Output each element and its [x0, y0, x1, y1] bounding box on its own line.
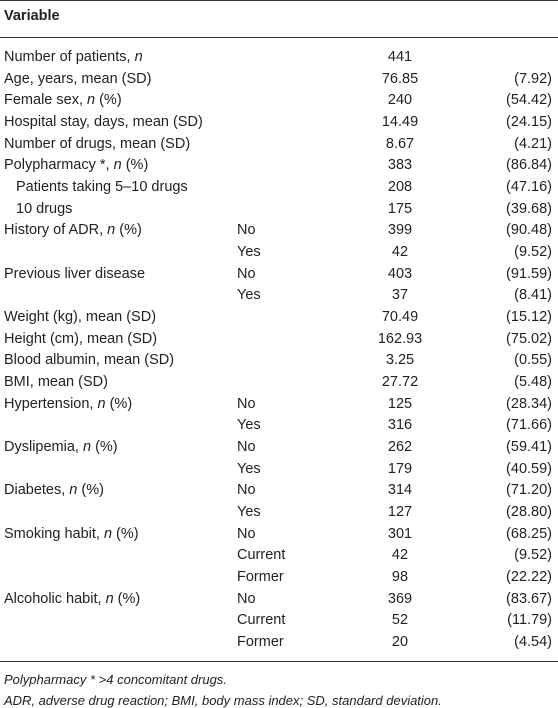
row-percent: (71.66) — [506, 417, 552, 434]
row-percent: (75.02) — [506, 330, 552, 347]
row-percent: (15.12) — [506, 309, 552, 326]
row-value: 179 — [387, 460, 413, 477]
footnote: ADR, adverse drug reaction; BMI, body ma… — [4, 693, 442, 708]
row-label: Hypertension, n (%) — [4, 395, 133, 412]
row-value: 70.49 — [381, 309, 419, 326]
row-sublabel: Former — [237, 569, 284, 586]
row-value: 262 — [387, 439, 413, 456]
row-sublabel: Current — [237, 547, 286, 564]
header-rule — [0, 37, 558, 38]
footnote: Polypharmacy * >4 concomitant drugs. — [4, 672, 227, 687]
row-value: 27.72 — [381, 374, 419, 391]
row-percent: (22.22) — [506, 569, 552, 586]
row-label: Weight (kg), mean (SD) — [4, 309, 157, 326]
row-value: 403 — [387, 265, 413, 282]
row-percent: (11.79) — [507, 612, 552, 629]
row-value: 208 — [387, 179, 413, 196]
row-percent: (86.84) — [506, 157, 552, 174]
row-percent: (47.16) — [506, 179, 552, 196]
row-sublabel: No — [237, 590, 256, 607]
row-percent: (0.55) — [514, 352, 552, 369]
row-value: 42 — [391, 244, 409, 261]
row-percent: (59.41) — [506, 439, 552, 456]
row-value: 8.67 — [385, 135, 415, 152]
row-value: 127 — [387, 504, 413, 521]
row-value: 20 — [391, 634, 409, 651]
row-sublabel: Former — [237, 634, 284, 651]
row-value: 76.85 — [381, 70, 419, 87]
row-sublabel: Yes — [237, 460, 261, 477]
row-label: Diabetes, n (%) — [4, 482, 104, 499]
row-value: 301 — [387, 525, 413, 542]
row-sublabel: Yes — [237, 504, 261, 521]
row-percent: (54.42) — [506, 92, 552, 109]
row-value: 240 — [387, 92, 413, 109]
row-value: 42 — [391, 547, 409, 564]
row-label: History of ADR, n (%) — [4, 222, 142, 239]
row-sublabel: No — [237, 439, 256, 456]
row-sublabel: Yes — [237, 417, 261, 434]
row-percent: (24.15) — [506, 114, 552, 130]
row-value: 369 — [387, 590, 413, 607]
row-label: Age, years, mean (SD) — [4, 70, 152, 87]
row-sublabel: No — [237, 395, 256, 412]
row-value: 3.25 — [385, 352, 415, 369]
row-label: Number of patients, n — [4, 49, 143, 65]
row-value: 98 — [391, 569, 409, 586]
row-percent: (90.48) — [506, 222, 552, 239]
row-percent: (4.21) — [514, 135, 552, 152]
row-label: Dyslipemia, n (%) — [4, 439, 118, 456]
row-percent: (68.25) — [506, 525, 552, 542]
row-label: Previous liver disease — [4, 265, 146, 282]
row-percent: (8.41) — [514, 287, 552, 304]
bottom-rule — [0, 661, 558, 662]
row-label: Female sex, n (%) — [4, 92, 122, 109]
row-sublabel: Yes — [237, 287, 261, 304]
column-header: Variable — [4, 8, 60, 24]
row-percent: (91.59) — [506, 265, 552, 282]
row-label: Patients taking 5–10 drugs — [16, 179, 188, 196]
row-value: 125 — [387, 395, 413, 412]
row-value: 14.49 — [381, 114, 419, 130]
row-percent: (5.48) — [514, 374, 552, 391]
row-value: 399 — [387, 222, 413, 239]
row-percent: (4.54) — [514, 634, 552, 651]
row-sublabel: Yes — [237, 244, 261, 261]
row-label: Hospital stay, days, mean (SD) — [4, 114, 203, 130]
row-label: Blood albumin, mean (SD) — [4, 352, 175, 369]
row-value: 52 — [391, 612, 409, 629]
row-percent: (9.52) — [514, 547, 552, 564]
top-rule — [0, 0, 558, 1]
row-percent: (40.59) — [506, 460, 552, 477]
row-label: Height (cm), mean (SD) — [4, 330, 158, 347]
row-percent: (39.68) — [506, 200, 552, 217]
row-percent: (7.92) — [514, 70, 552, 87]
row-label: BMI, mean (SD) — [4, 374, 108, 391]
row-value: 383 — [387, 157, 413, 174]
row-percent: (71.20) — [506, 482, 552, 499]
row-value: 314 — [387, 482, 413, 499]
row-value: 175 — [387, 200, 413, 217]
row-label: Smoking habit, n (%) — [4, 525, 139, 542]
row-sublabel: No — [237, 222, 256, 239]
row-value: 162.93 — [377, 330, 423, 347]
row-value: 37 — [391, 287, 409, 304]
row-percent: (28.34) — [506, 395, 552, 412]
row-percent: (28.80) — [506, 504, 552, 521]
row-sublabel: No — [237, 265, 256, 282]
row-label: Number of drugs, mean (SD) — [4, 135, 191, 152]
row-label: 10 drugs — [16, 200, 73, 217]
row-value: 316 — [387, 417, 413, 434]
row-sublabel: No — [237, 482, 256, 499]
row-label: Alcoholic habit, n (%) — [4, 590, 141, 607]
row-percent: (9.52) — [514, 244, 552, 261]
row-label: Polypharmacy *, n (%) — [4, 157, 149, 174]
row-percent: (83.67) — [506, 590, 552, 607]
row-sublabel: Current — [237, 612, 286, 629]
row-sublabel: No — [237, 525, 256, 542]
row-value: 441 — [387, 49, 413, 65]
